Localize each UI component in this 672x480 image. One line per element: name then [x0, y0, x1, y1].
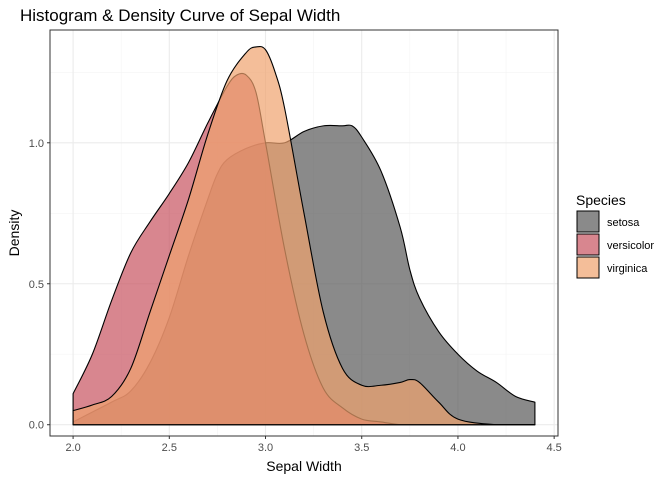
legend-items: setosa versicolor virginica: [576, 210, 654, 279]
y-tick-label: 0.5: [29, 279, 44, 291]
x-tick-label: 3.5: [354, 442, 369, 454]
x-axis-ticks: 2.0 2.5 3.0 3.5 4.0 4.5: [65, 436, 562, 454]
legend-title: Species: [576, 192, 626, 208]
y-axis-title: Density: [6, 210, 22, 257]
legend-label-setosa: setosa: [607, 217, 640, 229]
density-area-virginica: [72, 45, 536, 426]
x-tick-label: 4.5: [547, 442, 562, 454]
legend-label-virginica: virginica: [607, 263, 648, 275]
plot-border: [49, 29, 559, 437]
x-tick-label: 4.0: [450, 442, 465, 454]
y-axis-ticks: 0.0 0.5 1.0: [29, 138, 50, 432]
y-tick-label: 0.0: [29, 420, 44, 432]
density-areas: [72, 45, 536, 426]
legend: Species setosa versicolor virginica: [576, 192, 654, 279]
legend-key-versicolor: [576, 233, 600, 256]
x-tick-label: 2.5: [162, 442, 177, 454]
legend-key-virginica: [576, 256, 600, 279]
x-axis-title: Sepal Width: [266, 458, 341, 474]
chart-title: Histogram & Density Curve of Sepal Width: [20, 6, 340, 25]
legend-key-setosa: [576, 210, 600, 233]
x-tick-label: 3.0: [258, 442, 273, 454]
x-tick-label: 2.0: [65, 442, 80, 454]
y-tick-label: 1.0: [29, 138, 44, 150]
legend-label-versicolor: versicolor: [607, 240, 654, 252]
plot-panel: [49, 29, 559, 437]
